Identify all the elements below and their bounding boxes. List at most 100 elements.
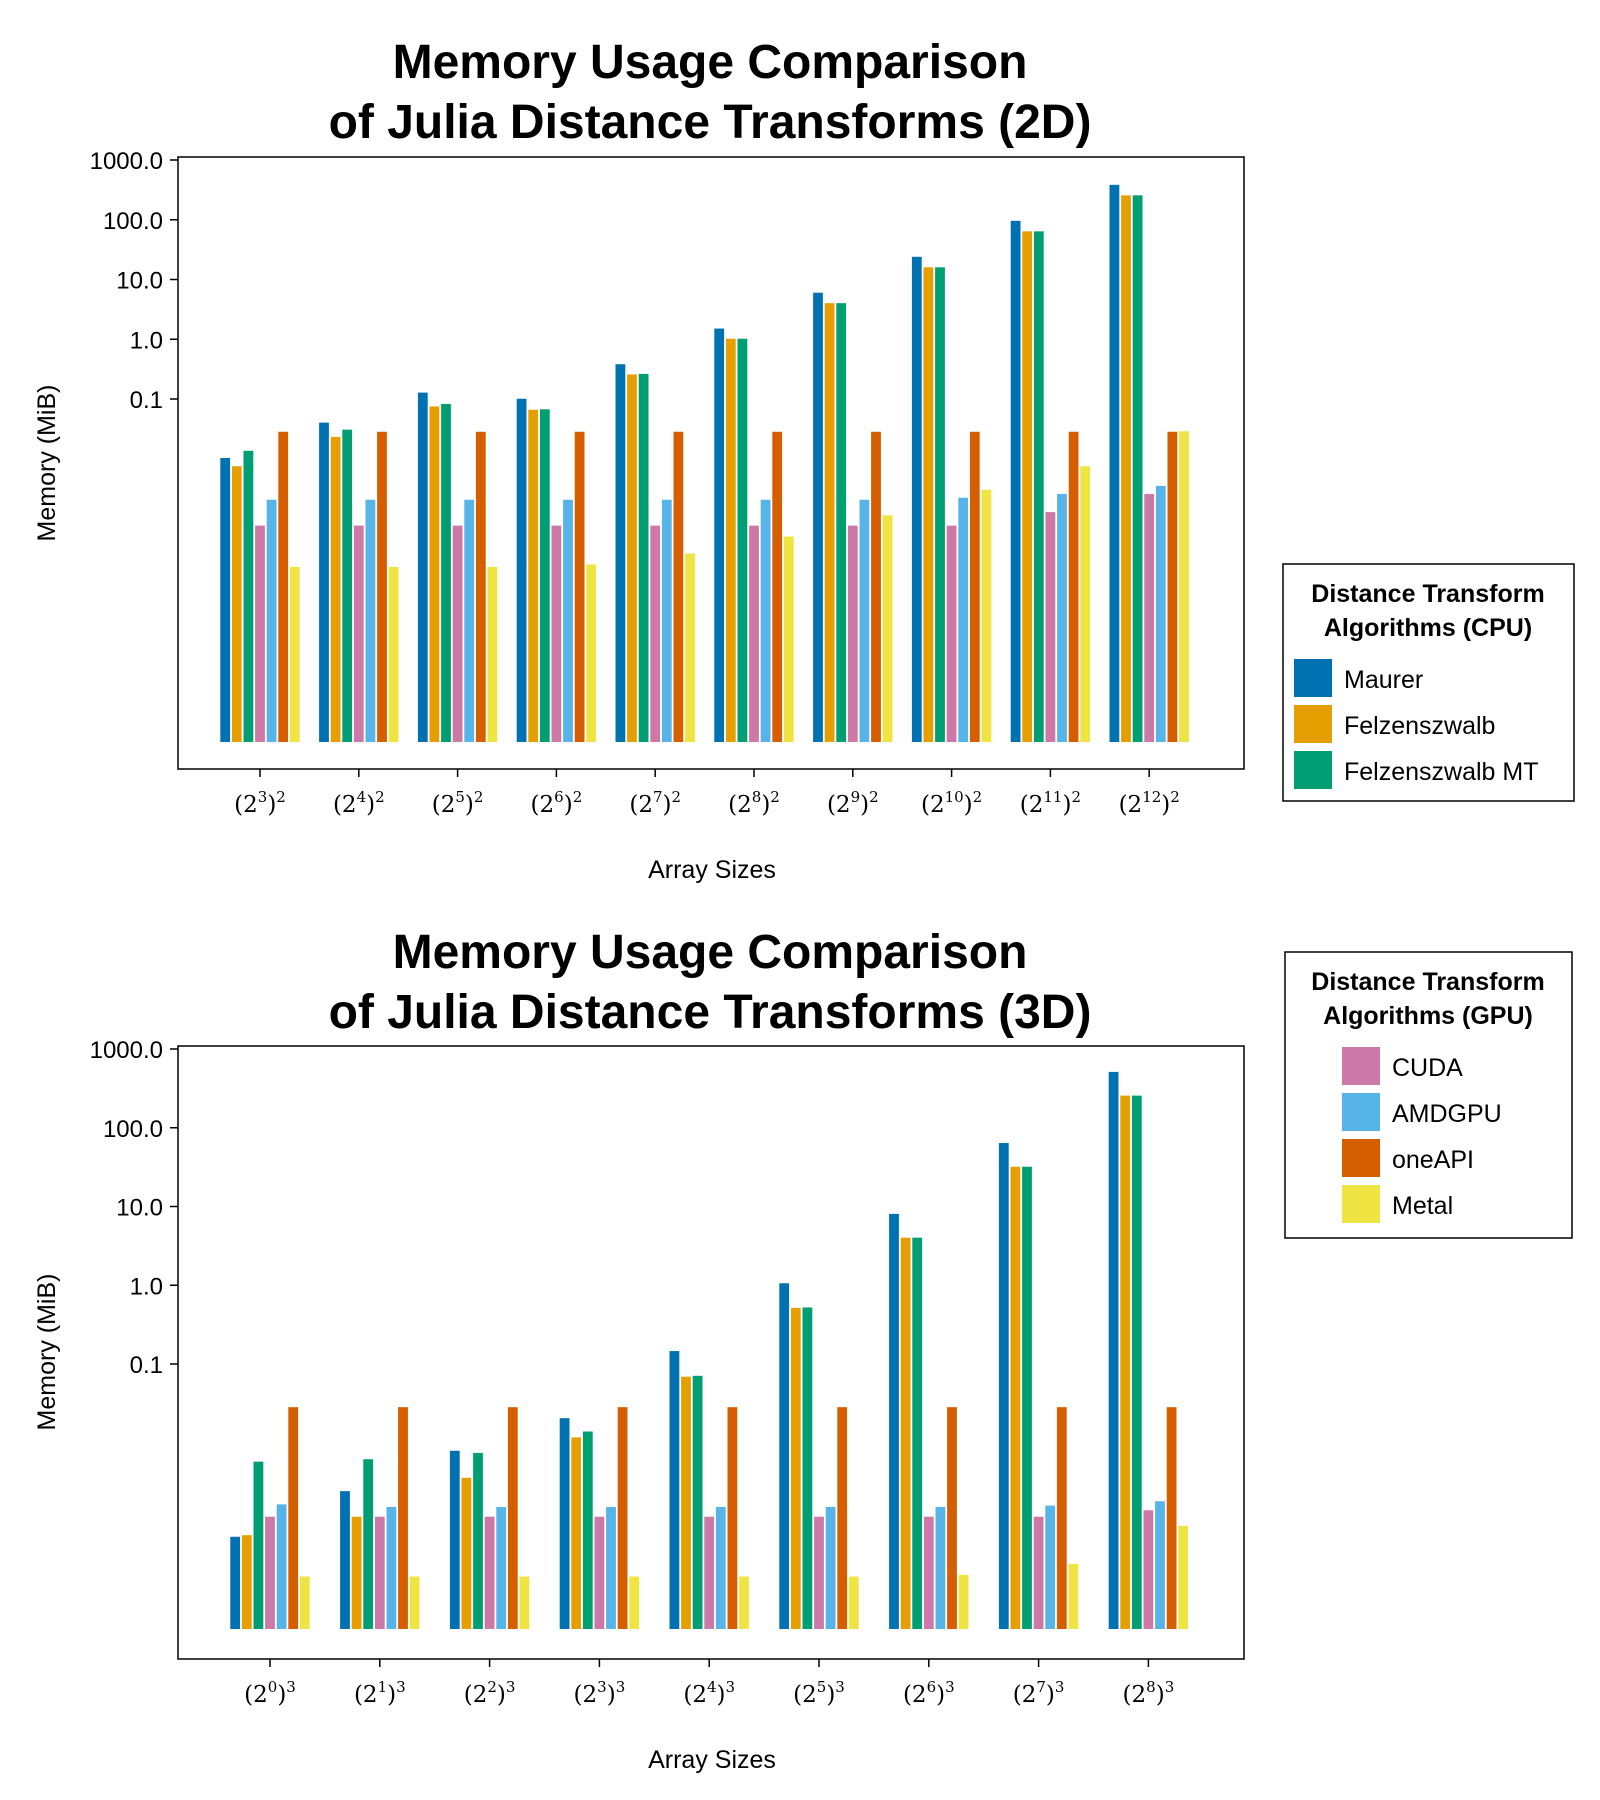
chart-2d-bar-cuda	[847, 525, 858, 742]
chart-2d-bar-felzenszwalb	[429, 406, 440, 742]
chart-2d-bar-cuda	[1045, 512, 1056, 742]
chart-2d-bar-metal	[1080, 466, 1091, 742]
chart-3d-bars	[230, 1071, 1189, 1629]
chart-3d-bar-felzenszwalb-mt	[1022, 1166, 1032, 1629]
chart-2d-bar-oneapi	[673, 431, 684, 742]
chart-2d-bar-oneapi	[1068, 431, 1079, 742]
chart-2d-bar-amdgpu	[563, 499, 573, 742]
legend-cpu-label-felzenszwalb: Felzenszwalb	[1344, 712, 1495, 740]
chart-3d-bar-cuda	[265, 1516, 275, 1629]
chart-3d-bar-oneapi	[507, 1407, 518, 1629]
chart-3d-bar-felzenszwalb	[241, 1535, 252, 1629]
chart-3d-y-tick-label: 1000.0	[90, 1037, 163, 1064]
legend-gpu-title-line2: Algorithms (GPU)	[1323, 1002, 1533, 1030]
chart-2d-bar-cuda	[1144, 493, 1155, 742]
chart-2d-x-tick-label: (26)2	[531, 788, 583, 818]
chart-3d-bar-oneapi	[727, 1407, 738, 1629]
chart-2d-bar-cuda	[255, 525, 265, 742]
chart-2d-bar-oneapi	[772, 431, 783, 742]
chart-2d-y-tick-label: 1000.0	[90, 148, 163, 175]
chart-2d-bar-felzenszwalb-mt	[342, 429, 353, 742]
chart-3d-x-tick-label: (25)3	[793, 1678, 845, 1708]
chart-3d-bar-felzenszwalb-mt	[473, 1452, 483, 1629]
chart-2d-x-tick-label: (211)2	[1020, 788, 1081, 818]
chart-2d-bar-oneapi	[871, 431, 881, 742]
chart-3d-y-tick-label: 0.1	[130, 1352, 163, 1379]
chart-3d-bar-maurer	[998, 1143, 1009, 1629]
chart-3d-x-tick-label: (26)3	[903, 1678, 955, 1708]
chart-3d-bar-felzenszwalb-mt	[1131, 1095, 1142, 1629]
chart-3d-x-tick-label: (23)3	[574, 1678, 626, 1708]
chart-2d-bar-metal	[388, 566, 399, 742]
chart-2d-y-tick-label: 100.0	[103, 208, 163, 235]
legend-gpu-swatch-oneapi	[1342, 1139, 1380, 1177]
chart-3d-bar-cuda	[484, 1516, 495, 1629]
chart-3d-bar-amdgpu	[496, 1506, 507, 1629]
chart-2d-bar-felzenszwalb-mt	[441, 403, 451, 742]
chart-2d-bar-amdgpu	[958, 497, 969, 742]
chart-2d-bar-felzenszwalb	[1121, 195, 1131, 743]
legend-cpu: Distance Transform Algorithms (CPU) Maur…	[1282, 563, 1575, 802]
chart-3d-bar-felzenszwalb	[461, 1477, 472, 1629]
chart-2d-bar-oneapi	[278, 431, 289, 742]
chart-2d-bar-amdgpu	[266, 499, 277, 742]
chart-2d-bar-amdgpu	[661, 499, 672, 742]
chart-2d-bar-oneapi	[1167, 431, 1178, 742]
chart-2d-bar-felzenszwalb-mt	[1033, 231, 1044, 742]
chart-2d-y-tick-label: 10.0	[116, 268, 163, 295]
chart-2d-bar-maurer	[911, 256, 922, 742]
chart-2d-bar-felzenszwalb-mt	[737, 338, 748, 742]
chart-3d-bar-metal	[848, 1576, 859, 1629]
legend-cpu-swatch-felzenszwalb-mt	[1294, 751, 1332, 789]
legend-gpu-frame	[1284, 951, 1573, 1239]
chart-2d-x-tick-label: (29)2	[827, 788, 879, 818]
chart-3d-bar-cuda	[923, 1516, 934, 1629]
chart-3d-y-axis: 0.1 1.0 10.0 100.0 1000.0	[90, 1037, 178, 1379]
chart-2d-bar-cuda	[650, 525, 661, 742]
chart-3d-bar-amdgpu	[386, 1506, 397, 1629]
chart-2d-title-line1: Memory Usage Comparison	[393, 36, 1028, 89]
chart-3d-bar-felzenszwalb-mt	[802, 1307, 813, 1629]
chart-3d-bar-cuda	[374, 1516, 385, 1629]
chart-2d-plot-frame	[177, 156, 1245, 770]
chart-2d-bar-felzenszwalb	[330, 436, 341, 742]
chart-2d-bar-felzenszwalb-mt	[1132, 195, 1143, 743]
chart-3d-bar-oneapi	[398, 1407, 408, 1629]
chart-3d-bar-amdgpu	[1045, 1505, 1056, 1629]
chart-3d-y-label: Memory (MiB)	[33, 1274, 61, 1431]
chart-2d-bar-amdgpu	[760, 499, 771, 742]
chart-2d-bar-felzenszwalb	[725, 338, 736, 742]
chart-2d-bar-metal	[1179, 431, 1189, 742]
chart-2d-x-tick-label: (212)2	[1119, 788, 1180, 818]
chart-2d-bar-cuda	[353, 525, 364, 742]
chart-2d: Memory Usage Comparison of Julia Distanc…	[33, 36, 1245, 884]
chart-2d-x-label: Array Sizes	[648, 856, 776, 884]
legend-gpu-swatch-amdgpu	[1342, 1093, 1380, 1131]
legend-gpu-label-metal: Metal	[1392, 1192, 1453, 1220]
chart-3d-x-axis: (20)3 (21)3 (22)3 (23)3 (24)3 (25)3 (26)3 (27)3…	[244, 1659, 1174, 1708]
chart-3d-title-line1: Memory Usage Comparison	[393, 926, 1028, 979]
chart-3d-bar-amdgpu	[715, 1506, 726, 1629]
chart-3d-bar-cuda	[594, 1516, 605, 1629]
chart-2d-bar-felzenszwalb	[923, 267, 934, 742]
chart-2d-bar-oneapi	[574, 431, 585, 742]
chart-3d-bar-cuda	[814, 1516, 824, 1629]
chart-3d-bar-felzenszwalb	[681, 1376, 691, 1629]
chart-2d-bar-maurer	[615, 364, 626, 742]
chart-3d-bar-cuda	[1143, 1510, 1154, 1629]
chart-2d-bar-felzenszwalb	[824, 303, 835, 742]
chart-3d-x-tick-label: (27)3	[1013, 1678, 1065, 1708]
chart-2d-bar-metal	[783, 536, 794, 742]
legend-cpu-title-line2: Algorithms (CPU)	[1324, 614, 1532, 642]
chart-3d-bar-metal	[299, 1576, 310, 1629]
chart-3d-bar-maurer	[559, 1418, 570, 1629]
chart-2d-bar-metal	[882, 515, 893, 742]
chart-2d-bar-amdgpu	[859, 499, 870, 742]
chart-2d-bar-amdgpu	[365, 499, 376, 742]
legend-cpu-label-felzenszwalb-mt: Felzenszwalb MT	[1344, 758, 1539, 786]
chart-3d-bar-oneapi	[947, 1407, 957, 1629]
legend-gpu-swatch-cuda	[1342, 1047, 1380, 1085]
chart-3d-bar-metal	[958, 1574, 969, 1629]
chart-3d-title-line2: of Julia Distance Transforms (3D)	[329, 986, 1092, 1039]
